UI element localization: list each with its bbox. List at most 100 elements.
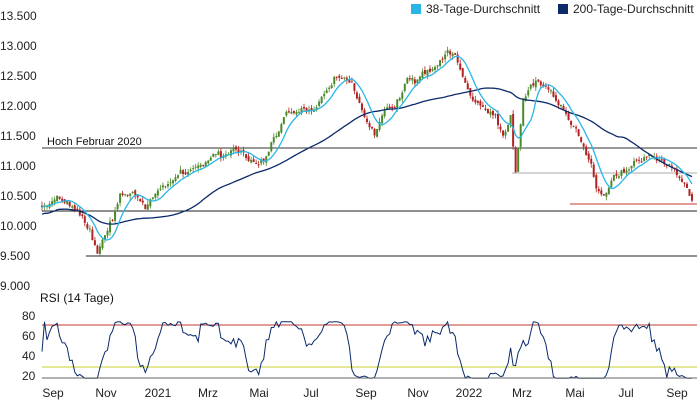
- candle-body: [587, 153, 590, 160]
- candle-body: [83, 216, 86, 223]
- candle-body: [413, 79, 416, 84]
- candle-body: [534, 80, 537, 88]
- candle-body: [559, 104, 562, 106]
- x-tick: Nov: [407, 386, 428, 400]
- candle-body: [98, 246, 101, 254]
- candle-body: [441, 58, 444, 60]
- candle-body: [680, 178, 683, 182]
- candle-body: [628, 169, 631, 171]
- candle-body: [172, 180, 175, 184]
- price-y-tick: 11.500: [0, 129, 36, 143]
- candle-body: [199, 164, 202, 167]
- candle-body: [439, 59, 442, 67]
- candle-body: [272, 137, 275, 143]
- candle-body: [73, 205, 76, 211]
- candle-body: [502, 130, 505, 136]
- candle-body: [330, 85, 333, 89]
- candle-body: [81, 214, 84, 217]
- candle-body: [257, 164, 260, 166]
- candle-body: [481, 105, 484, 107]
- candle-body: [56, 195, 59, 202]
- candle-body: [282, 117, 285, 124]
- candle-body: [580, 137, 583, 142]
- candle-body: [464, 77, 467, 83]
- candle-body: [139, 198, 142, 202]
- price-y-tick: 9.000: [0, 279, 30, 293]
- candle-body: [527, 90, 530, 96]
- candle-body: [517, 147, 520, 172]
- candle-body: [270, 142, 273, 152]
- legend-swatch-200: [558, 4, 568, 14]
- candle-body: [124, 194, 127, 196]
- candle-body: [565, 110, 568, 114]
- candle-body: [597, 189, 600, 192]
- candle-body: [497, 113, 500, 126]
- candle-body: [229, 150, 232, 156]
- candle-body: [184, 172, 187, 175]
- candle-body: [358, 96, 361, 103]
- candle-body: [557, 100, 560, 106]
- candle-body: [562, 105, 565, 110]
- candle-body: [295, 112, 298, 115]
- candle-body: [363, 109, 366, 118]
- candle-body: [300, 108, 303, 114]
- candle-body: [290, 112, 293, 114]
- candle-body: [146, 204, 149, 210]
- x-tick: Mrz: [198, 386, 218, 400]
- rsi-title: RSI (14 Tage): [40, 291, 114, 305]
- candle-body: [685, 183, 688, 188]
- candle-body: [214, 154, 217, 156]
- candle-body: [446, 50, 449, 54]
- candle-body: [111, 219, 114, 221]
- price-y-tick: 13.500: [0, 9, 37, 23]
- candle-body: [106, 230, 109, 236]
- candle-body: [134, 190, 137, 197]
- x-tick: Mai: [249, 386, 268, 400]
- candle-body: [640, 161, 643, 163]
- candle-body: [638, 159, 641, 161]
- candle-body: [297, 112, 300, 114]
- candle-body: [479, 101, 482, 106]
- candle-body: [119, 193, 122, 203]
- candle-body: [255, 162, 258, 164]
- candle-body: [78, 209, 81, 216]
- candle-body: [514, 148, 517, 173]
- candle-body: [219, 151, 222, 158]
- candle-body: [630, 165, 633, 169]
- candle-body: [103, 235, 106, 240]
- candle-body: [549, 90, 552, 92]
- candle-body: [524, 96, 527, 101]
- legend-swatch-38: [411, 4, 421, 14]
- candle-body: [401, 92, 404, 99]
- candle-body: [489, 111, 492, 115]
- candle-body: [474, 99, 477, 103]
- price-y-tick: 9.500: [0, 249, 30, 263]
- candle-body: [76, 208, 79, 211]
- candle-body: [126, 194, 129, 196]
- candle-body: [499, 126, 502, 130]
- rsi-line: [41, 320, 692, 380]
- candle-body: [373, 128, 376, 136]
- candle-body: [423, 69, 426, 74]
- candle-body: [149, 199, 152, 207]
- candle-body: [381, 115, 384, 124]
- candle-body: [622, 168, 625, 173]
- candle-body: [245, 154, 248, 159]
- candle-body: [635, 159, 638, 161]
- candle-body: [93, 240, 96, 246]
- candle-body: [91, 229, 94, 241]
- candle-body: [121, 193, 124, 196]
- candle-body: [595, 175, 598, 189]
- price-y-tick: 10.000: [0, 219, 37, 233]
- candle-body: [151, 197, 154, 199]
- candle-body: [486, 108, 489, 114]
- candle-body: [602, 194, 605, 196]
- candle-body: [161, 185, 164, 188]
- x-tick: Mrz: [512, 386, 532, 400]
- x-tick: Sep: [666, 386, 688, 400]
- candle-body: [504, 131, 507, 136]
- candle-body: [648, 154, 651, 157]
- candle-body: [194, 166, 197, 168]
- candle-body: [71, 206, 74, 208]
- candle-body: [383, 110, 386, 117]
